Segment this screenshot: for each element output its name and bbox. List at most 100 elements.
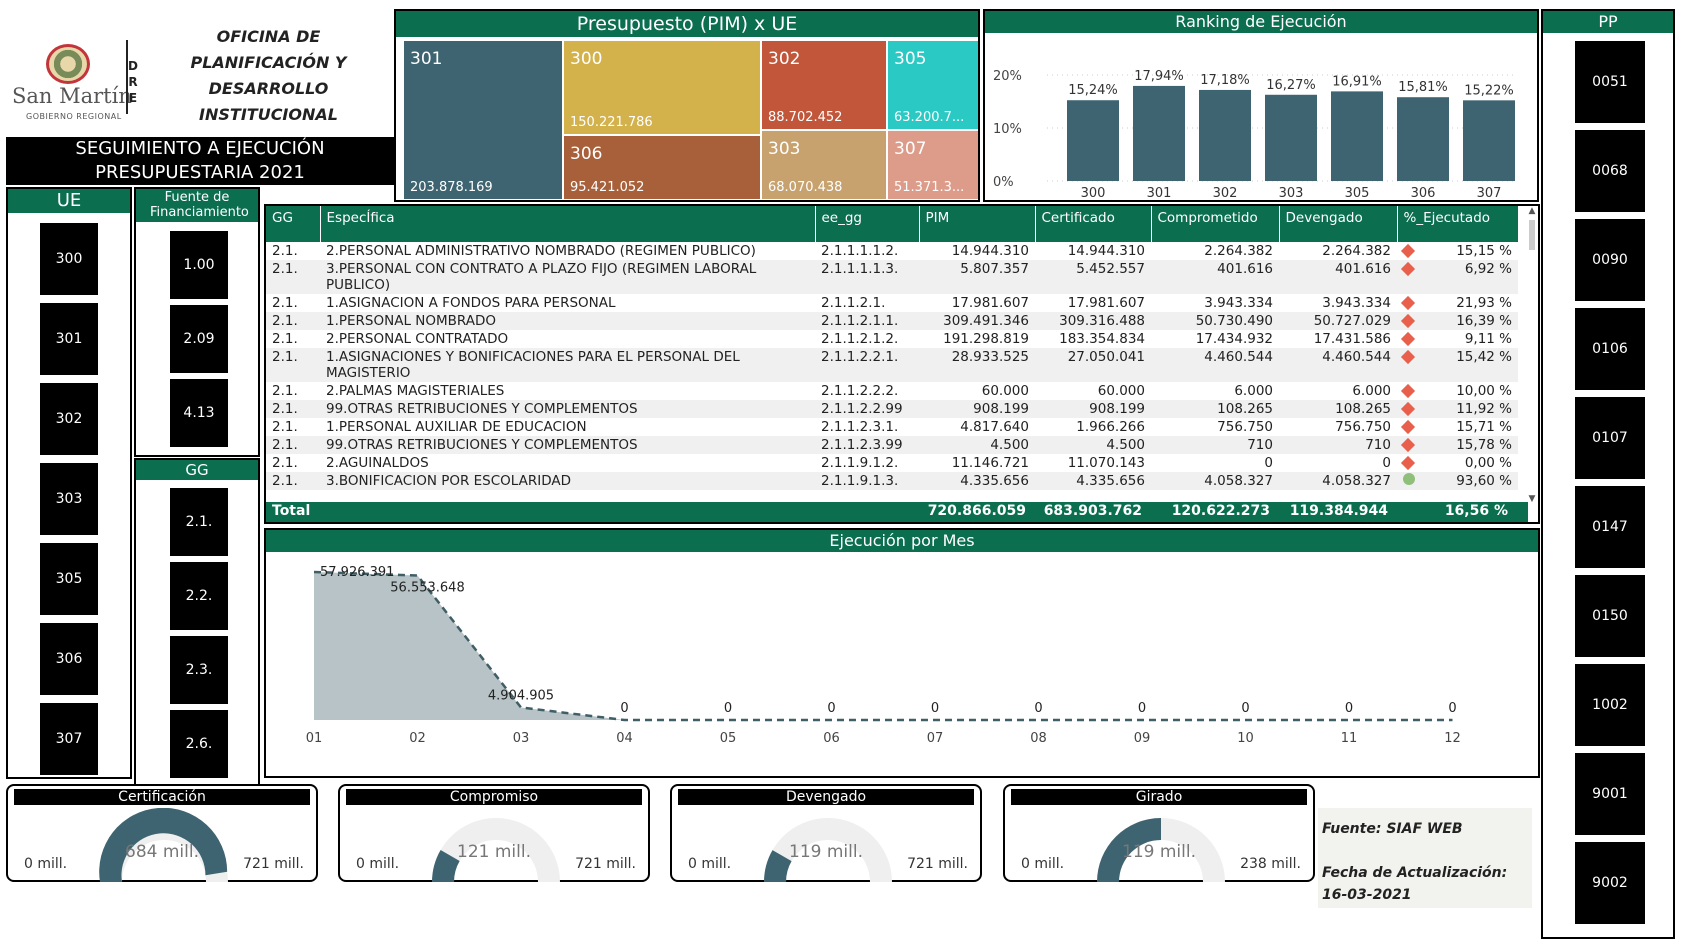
gg-slicer-item[interactable]: 2.6.: [170, 710, 228, 778]
table-row[interactable]: 2.1. 2.PERSONAL ADMINISTRATIVO NOMBRADO (…: [266, 242, 1518, 260]
table-row[interactable]: 2.1. 99.OTRAS RETRIBUCIONES Y COMPLEMENTO…: [266, 436, 1518, 454]
table-row[interactable]: 2.1. 3.PERSONAL CON CONTRATO A PLAZO FIJO…: [266, 260, 1518, 294]
table-column-header[interactable]: GG: [266, 206, 321, 242]
ranking-bar[interactable]: [1133, 85, 1185, 181]
monthly-point[interactable]: [1347, 718, 1351, 722]
table-cell: 309.316.488: [1035, 312, 1151, 330]
table-row[interactable]: 2.1. 2.PALMAS MAGISTERIALES 2.1.1.2.2.2. 60…: [266, 382, 1518, 400]
table-row[interactable]: 2.1. 99.OTRAS RETRIBUCIONES Y COMPLEMENTO…: [266, 400, 1518, 418]
gg-slicer-item[interactable]: 2.3.: [170, 636, 228, 704]
table-row[interactable]: 2.1. 3.BONIFICACION POR ESCOLARIDAD 2.1.1.…: [266, 472, 1518, 490]
treemap-cell-302[interactable]: 302 88.702.452: [762, 41, 886, 129]
table-row[interactable]: 2.1. 1.PERSONAL NOMBRADO 2.1.1.2.1.1. 309.4…: [266, 312, 1518, 330]
gg-slicer-item[interactable]: 2.1.: [170, 488, 228, 556]
ue-slicer-item[interactable]: 305: [40, 543, 98, 615]
gauge-fill[interactable]: [764, 850, 792, 882]
ue-slicer-item[interactable]: 301: [40, 303, 98, 375]
table-column-header[interactable]: %_Ejecutado: [1397, 206, 1519, 242]
pp-slicer-item[interactable]: 0107: [1575, 397, 1645, 479]
ranking-bar[interactable]: [1265, 94, 1317, 181]
table-row[interactable]: 2.1. 1.ASIGNACION A FONDOS PARA PERSONAL 2…: [266, 294, 1518, 312]
treemap-cell-307[interactable]: 307 51.371.3...: [888, 131, 978, 199]
table-cell: 2.1.1.9.1.2.: [815, 454, 919, 472]
pp-slicer-item[interactable]: 0051: [1575, 41, 1645, 123]
table-cell: 2.1.: [266, 312, 320, 330]
ranking-bar[interactable]: [1397, 97, 1449, 181]
gauge-fill[interactable]: [432, 849, 460, 882]
ue-slicer-item[interactable]: 303: [40, 463, 98, 535]
table-row[interactable]: 2.1. 1.ASIGNACIONES Y BONIFICACIONES PARA…: [266, 348, 1518, 382]
table-cell: 1.966.266: [1035, 418, 1151, 436]
table-row[interactable]: 2.1. 2.AGUINALDOS 2.1.1.9.1.2. 11.146.721 11…: [266, 454, 1518, 472]
table-cell: 16,39 %: [1397, 312, 1518, 330]
ranking-bar[interactable]: [1463, 100, 1515, 181]
table-cell: 2.1.: [266, 382, 320, 400]
fuente-slicer-item[interactable]: 1.00: [170, 231, 228, 299]
monthly-point[interactable]: [519, 705, 523, 709]
pp-slicer-item[interactable]: 1002: [1575, 664, 1645, 746]
ue-slicer-item[interactable]: 307: [40, 703, 98, 775]
ranking-bar[interactable]: [1331, 91, 1383, 181]
table-cell: 183.354.834: [1035, 330, 1151, 348]
ue-slicer-item[interactable]: 306: [40, 623, 98, 695]
pp-slicer-item[interactable]: 0147: [1575, 486, 1645, 568]
table-column-header[interactable]: PIM: [919, 206, 1036, 242]
monthly-point[interactable]: [623, 718, 627, 722]
ranking-bar[interactable]: [1067, 100, 1119, 181]
table-row[interactable]: 2.1. 2.PERSONAL CONTRATADO 2.1.1.2.1.2. 191…: [266, 330, 1518, 348]
scroll-thumb[interactable]: [1529, 220, 1535, 250]
treemap-cell-value: 68.070.438: [768, 180, 843, 195]
pp-slicer-item[interactable]: 0090: [1575, 219, 1645, 301]
monthly-area: [314, 572, 1453, 720]
table-cell: 15,71 %: [1397, 418, 1518, 436]
monthly-point[interactable]: [1244, 718, 1248, 722]
table-cell: 2.1.: [266, 400, 320, 418]
pp-slicer-item[interactable]: 9001: [1575, 753, 1645, 835]
table-scrollbar[interactable]: ▲ ▼: [1526, 206, 1538, 504]
table-column-header[interactable]: Certificado: [1035, 206, 1152, 242]
pp-slicer-item[interactable]: 0150: [1575, 575, 1645, 657]
table-column-header[interactable]: EspecÍfica: [320, 206, 816, 242]
status-alert-icon: [1400, 349, 1416, 365]
ranking-x-tick: 303: [1279, 186, 1304, 200]
table-column-header[interactable]: ee_gg: [815, 206, 920, 242]
table-cell: 401.616: [1279, 260, 1397, 294]
scroll-up-icon[interactable]: ▲: [1528, 206, 1536, 216]
treemap-cell-306[interactable]: 306 95.421.052: [564, 136, 760, 199]
ranking-bar[interactable]: [1199, 89, 1251, 181]
treemap-cell-305[interactable]: 305 63.200.7...: [888, 41, 978, 129]
seal-icon: [46, 44, 90, 84]
table-column-header[interactable]: Comprometido: [1151, 206, 1280, 242]
monthly-point[interactable]: [312, 570, 316, 574]
pp-slicer-item[interactable]: 0106: [1575, 308, 1645, 390]
treemap-cell-301[interactable]: 301 203.878.169: [404, 41, 562, 199]
gauge-fill[interactable]: [1097, 818, 1161, 882]
gauge-fill[interactable]: [99, 808, 228, 882]
table-cell: 2.1.1.9.1.3.: [815, 472, 919, 490]
fuente-slicer-item[interactable]: 4.13: [170, 379, 228, 447]
scroll-down-icon[interactable]: ▼: [1528, 494, 1536, 504]
monthly-point[interactable]: [726, 718, 730, 722]
treemap-cell-value: 63.200.7...: [894, 110, 965, 125]
table-column-header[interactable]: Devengado: [1279, 206, 1398, 242]
monthly-point[interactable]: [1140, 718, 1144, 722]
treemap-cell-303[interactable]: 303 68.070.438: [762, 131, 886, 199]
treemap-cell-300[interactable]: 300 150.221.786: [564, 41, 760, 134]
ue-slicer-item[interactable]: 300: [40, 223, 98, 295]
gauge-chart: [764, 818, 892, 882]
monthly-point[interactable]: [830, 718, 834, 722]
monthly-point[interactable]: [1037, 718, 1041, 722]
table-cell: 2.1.: [266, 348, 320, 382]
ue-slicer-item[interactable]: 302: [40, 383, 98, 455]
pp-slicer-item[interactable]: 9002: [1575, 842, 1645, 924]
fuente-slicer-item[interactable]: 2.09: [170, 305, 228, 373]
table-row[interactable]: 2.1. 1.PERSONAL AUXILIAR DE EDUCACION 2.1.…: [266, 418, 1518, 436]
ranking-bar-label: 17,94%: [1134, 69, 1184, 84]
table-cell: 9,11 %: [1397, 330, 1518, 348]
monthly-point[interactable]: [1451, 718, 1455, 722]
pp-slicer-item[interactable]: 0068: [1575, 130, 1645, 212]
monthly-value-label: 0: [827, 701, 835, 716]
monthly-point[interactable]: [933, 718, 937, 722]
monthly-point[interactable]: [416, 574, 420, 578]
gg-slicer-item[interactable]: 2.2.: [170, 562, 228, 630]
